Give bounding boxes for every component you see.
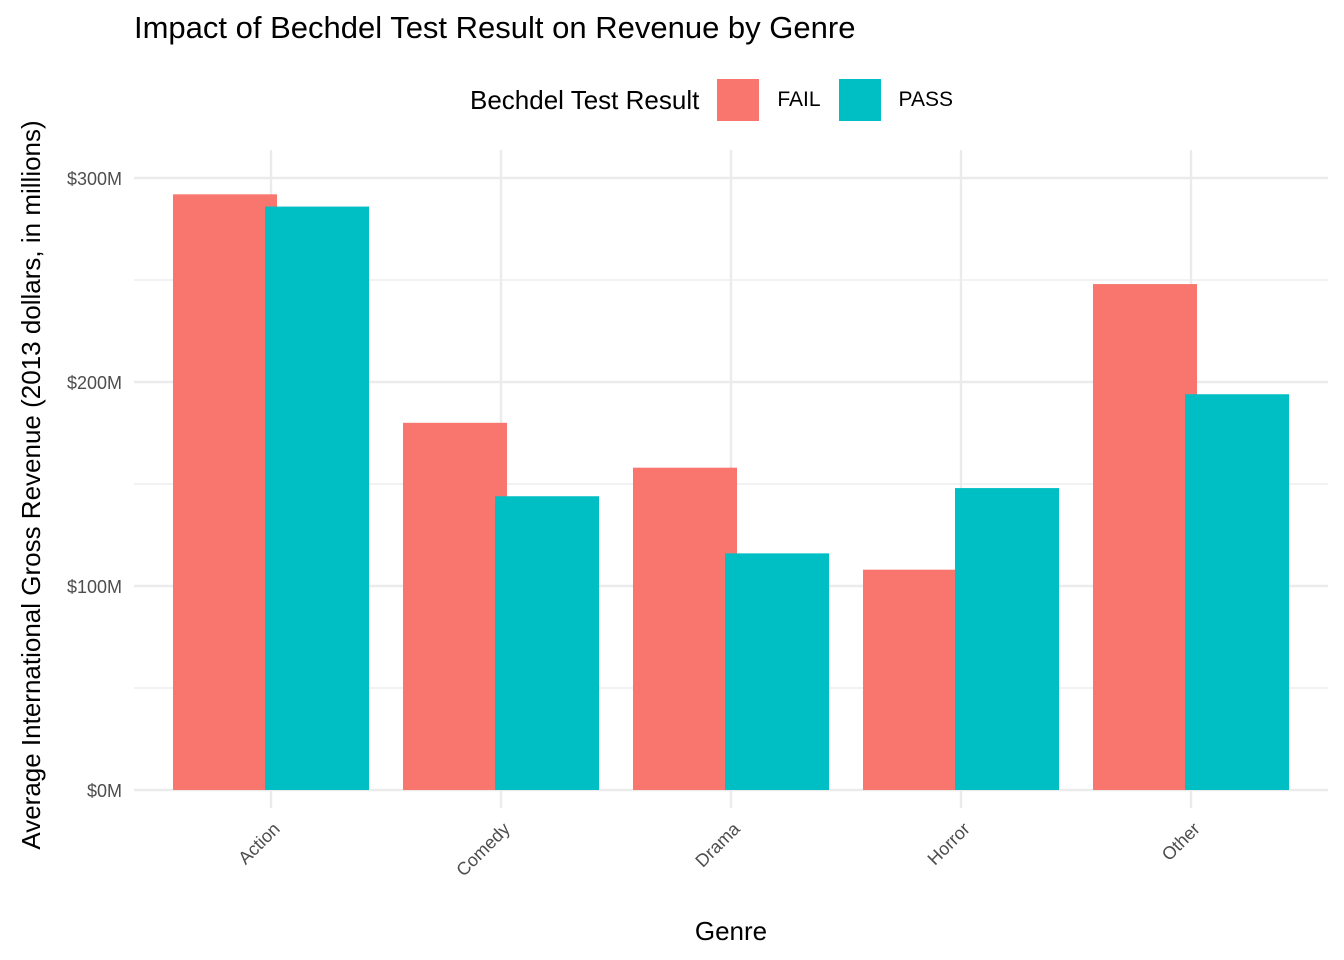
legend-item-pass: PASS [838,79,953,121]
legend: Bechdel Test Result FAIL PASS [470,78,971,122]
bar-pass-drama [725,553,829,790]
x-tick-label: Horror [924,819,974,869]
legend-item-fail: FAIL [717,79,821,121]
bar-fail-other [1093,284,1197,790]
legend-key-pass [838,79,881,121]
bar-pass-action [265,206,369,790]
bar-pass-horror [955,488,1059,790]
x-tick-label: Action [234,819,284,869]
legend-label-fail: FAIL [777,88,821,111]
bar-pass-other [1185,394,1289,790]
x-tick-label: Comedy [452,819,514,881]
chart-title: Impact of Bechdel Test Result on Revenue… [134,10,856,45]
legend-label-pass: PASS [898,88,953,111]
y-tick-label: $0M [87,781,122,801]
bar-pass-comedy [495,496,599,790]
bars [173,194,1289,790]
bar-fail-drama [633,467,737,790]
y-axis-title: Average International Gross Revenue (201… [16,120,46,849]
x-tick-label: Drama [691,818,744,871]
bar-fail-action [173,194,277,790]
legend-title: Bechdel Test Result [470,84,700,115]
legend-key-fail [717,79,760,121]
x-tick-label: Other [1158,819,1204,865]
x-axis-title: Genre [695,916,767,946]
y-tick-label: $300M [67,169,122,189]
y-tick-label: $100M [67,577,122,597]
y-tick-label: $200M [67,373,122,393]
bar-fail-comedy [403,422,507,790]
bar-fail-horror [863,569,967,790]
